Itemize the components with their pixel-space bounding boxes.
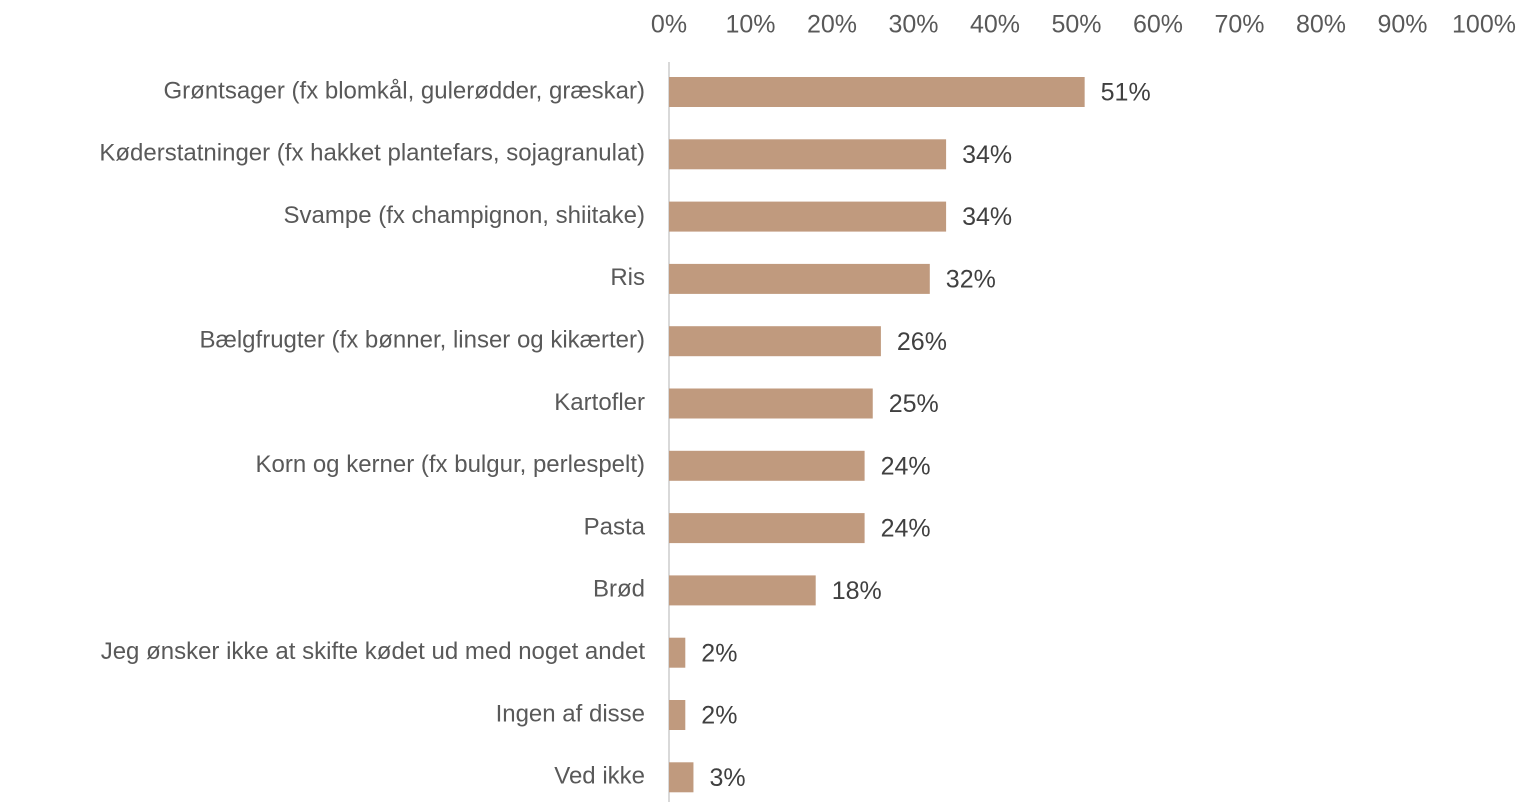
value-label: 18% xyxy=(832,577,882,605)
value-label: 2% xyxy=(701,639,737,667)
bar xyxy=(669,513,865,544)
value-label: 3% xyxy=(709,764,745,792)
x-tick-label: 40% xyxy=(970,11,1020,39)
x-tick-label: 70% xyxy=(1214,11,1264,39)
value-label: 34% xyxy=(962,141,1012,169)
x-tick-label: 0% xyxy=(651,11,687,39)
bar xyxy=(669,201,947,232)
bar xyxy=(669,388,873,419)
category-label: Korn og kerner (fx bulgur, perlespelt) xyxy=(255,451,645,478)
category-label: Ved ikke xyxy=(554,763,645,790)
bar xyxy=(669,700,686,730)
category-label: Svampe (fx champignon, shiitake) xyxy=(284,202,646,229)
category-label: Kartofler xyxy=(554,389,645,416)
x-tick-label: 90% xyxy=(1377,11,1427,39)
category-label: Ingen af disse xyxy=(496,700,645,727)
bar xyxy=(669,575,816,606)
value-label: 25% xyxy=(889,390,939,418)
x-tick-label: 30% xyxy=(888,11,938,39)
bar xyxy=(669,139,947,170)
category-label: Ris xyxy=(610,264,645,291)
value-label: 24% xyxy=(881,452,931,480)
x-tick-label: 60% xyxy=(1133,11,1183,39)
category-label: Bælgfrugter (fx bønner, linser og kikært… xyxy=(200,327,646,354)
x-tick-label: 50% xyxy=(1051,11,1101,39)
category-label: Køderstatninger (fx hakket plantefars, s… xyxy=(99,140,645,167)
value-label: 34% xyxy=(962,203,1012,231)
bar xyxy=(669,77,1085,107)
value-label: 32% xyxy=(946,266,996,294)
bar xyxy=(669,263,930,294)
category-label: Jeg ønsker ikke at skifte kødet ud med n… xyxy=(101,638,646,665)
bar xyxy=(669,637,686,668)
value-label: 26% xyxy=(897,328,947,356)
x-tick-label: 20% xyxy=(807,11,857,39)
category-label: Brød xyxy=(593,576,645,603)
x-tick-label: 100% xyxy=(1452,11,1516,39)
value-label: 51% xyxy=(1101,79,1151,107)
value-label: 24% xyxy=(881,515,931,543)
bar xyxy=(669,762,694,793)
x-tick-label: 10% xyxy=(725,11,775,39)
bar xyxy=(669,326,881,357)
bar xyxy=(669,450,865,481)
category-label: Grøntsager (fx blomkål, gulerødder, græs… xyxy=(164,77,646,104)
value-label: 2% xyxy=(701,702,737,730)
x-tick-label: 80% xyxy=(1296,11,1346,39)
category-label: Pasta xyxy=(584,513,646,540)
